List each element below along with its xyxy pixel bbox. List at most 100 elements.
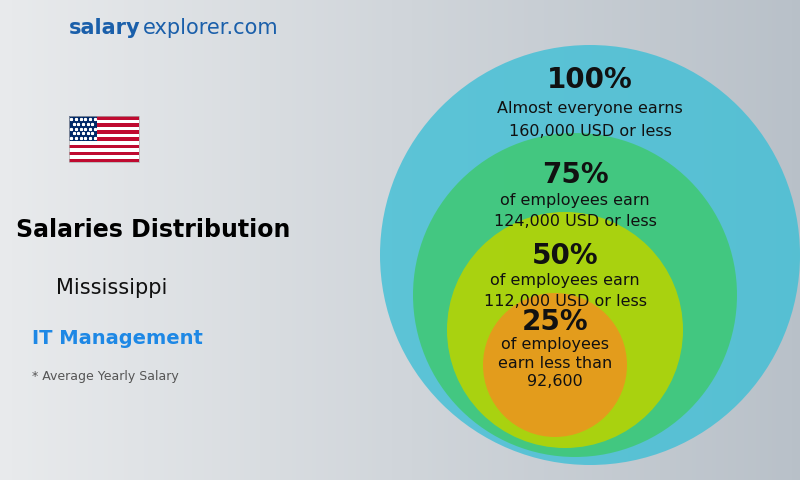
- Bar: [208, 0, 213, 480]
- Bar: [16, 0, 21, 480]
- Bar: [336, 0, 341, 480]
- Text: salary: salary: [70, 18, 141, 38]
- Bar: [556, 0, 561, 480]
- Bar: [76, 0, 81, 480]
- Bar: [69, 151, 139, 155]
- Text: 75%: 75%: [542, 161, 608, 189]
- Bar: [592, 0, 597, 480]
- Bar: [736, 0, 741, 480]
- Bar: [560, 0, 565, 480]
- Bar: [480, 0, 485, 480]
- Bar: [69, 155, 139, 159]
- Text: 112,000 USD or less: 112,000 USD or less: [483, 295, 646, 310]
- Bar: [44, 0, 49, 480]
- Bar: [69, 144, 139, 148]
- Text: 124,000 USD or less: 124,000 USD or less: [494, 215, 657, 229]
- Bar: [316, 0, 321, 480]
- Bar: [780, 0, 785, 480]
- Bar: [436, 0, 441, 480]
- Bar: [192, 0, 197, 480]
- Bar: [476, 0, 481, 480]
- Bar: [128, 0, 133, 480]
- Bar: [372, 0, 377, 480]
- Bar: [432, 0, 437, 480]
- Bar: [720, 0, 725, 480]
- Bar: [364, 0, 369, 480]
- Text: Salaries Distribution: Salaries Distribution: [16, 218, 290, 242]
- Bar: [724, 0, 729, 480]
- Bar: [56, 0, 61, 480]
- Bar: [768, 0, 773, 480]
- Bar: [788, 0, 793, 480]
- Bar: [168, 0, 173, 480]
- Bar: [216, 0, 221, 480]
- Bar: [692, 0, 697, 480]
- Bar: [228, 0, 233, 480]
- Bar: [4, 0, 9, 480]
- Bar: [200, 0, 205, 480]
- Bar: [92, 0, 97, 480]
- Bar: [676, 0, 681, 480]
- Text: Mississippi: Mississippi: [56, 278, 167, 298]
- Bar: [648, 0, 653, 480]
- Bar: [700, 0, 705, 480]
- Bar: [69, 133, 139, 137]
- Bar: [772, 0, 777, 480]
- Bar: [84, 0, 89, 480]
- Bar: [220, 0, 225, 480]
- Bar: [40, 0, 45, 480]
- Bar: [444, 0, 449, 480]
- Bar: [464, 0, 469, 480]
- Bar: [660, 0, 665, 480]
- Bar: [704, 0, 709, 480]
- Bar: [304, 0, 309, 480]
- Bar: [380, 0, 385, 480]
- Bar: [104, 0, 109, 480]
- Bar: [628, 0, 633, 480]
- Bar: [748, 0, 753, 480]
- Bar: [756, 0, 761, 480]
- Text: of employees earn: of employees earn: [500, 192, 650, 207]
- Bar: [324, 0, 329, 480]
- Bar: [280, 0, 285, 480]
- Bar: [188, 0, 193, 480]
- Bar: [88, 0, 93, 480]
- Bar: [276, 0, 281, 480]
- Bar: [740, 0, 745, 480]
- Bar: [164, 0, 169, 480]
- Bar: [240, 0, 245, 480]
- Bar: [288, 0, 293, 480]
- Bar: [512, 0, 517, 480]
- Bar: [652, 0, 657, 480]
- Bar: [752, 0, 757, 480]
- Text: 160,000 USD or less: 160,000 USD or less: [509, 124, 671, 140]
- Text: * Average Yearly Salary: * Average Yearly Salary: [32, 370, 178, 384]
- Bar: [456, 0, 461, 480]
- Circle shape: [447, 212, 683, 448]
- Bar: [608, 0, 613, 480]
- Bar: [108, 0, 113, 480]
- Bar: [540, 0, 545, 480]
- Bar: [424, 0, 429, 480]
- Bar: [176, 0, 181, 480]
- Bar: [96, 0, 101, 480]
- Bar: [492, 0, 497, 480]
- Bar: [100, 0, 105, 480]
- Bar: [196, 0, 201, 480]
- Bar: [784, 0, 789, 480]
- Bar: [420, 0, 425, 480]
- Bar: [152, 0, 157, 480]
- Bar: [404, 0, 409, 480]
- Bar: [132, 0, 137, 480]
- Bar: [516, 0, 521, 480]
- Bar: [64, 0, 69, 480]
- Bar: [584, 0, 589, 480]
- Bar: [536, 0, 541, 480]
- Bar: [732, 0, 737, 480]
- Bar: [268, 0, 273, 480]
- Bar: [204, 0, 209, 480]
- Bar: [120, 0, 125, 480]
- Bar: [548, 0, 553, 480]
- Bar: [612, 0, 617, 480]
- Bar: [28, 0, 33, 480]
